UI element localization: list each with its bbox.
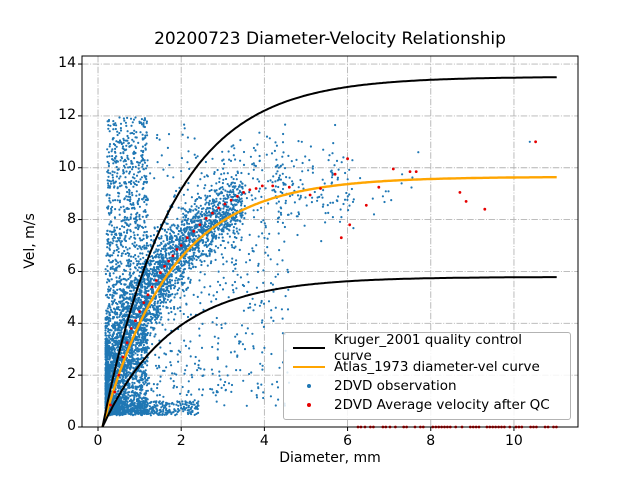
x-tick-label: 0 bbox=[93, 433, 103, 449]
y-tick-label: 8 bbox=[67, 210, 76, 227]
legend-dot-swatch bbox=[291, 383, 327, 388]
legend: Kruger_2001 quality control curve Atlas_1… bbox=[283, 332, 571, 420]
legend-entry: 2DVD observation bbox=[291, 376, 562, 395]
chart-title: 20200723 Diameter-Velocity Relationship bbox=[154, 29, 506, 49]
y-tick-label: 6 bbox=[67, 262, 76, 279]
legend-entry: Atlas_1973 diameter-vel curve bbox=[291, 357, 562, 376]
x-tick-label: 10 bbox=[505, 433, 523, 449]
y-tick-label: 14 bbox=[58, 55, 76, 72]
legend-entry: 2DVD Average velocity after QC bbox=[291, 395, 562, 414]
atlas-curve bbox=[101, 176, 557, 428]
legend-dot-swatch bbox=[291, 402, 327, 407]
y-tick-label: 12 bbox=[58, 106, 76, 123]
legend-entry-label: 2DVD observation bbox=[334, 377, 457, 394]
legend-line-swatch bbox=[291, 365, 327, 368]
y-tick-label: 4 bbox=[67, 314, 76, 331]
y-tick-label: 10 bbox=[58, 158, 76, 175]
legend-dot-sample bbox=[307, 383, 311, 388]
x-tick-label: 2 bbox=[176, 433, 186, 449]
legend-entry-label: Kruger_2001 quality control curve bbox=[334, 331, 523, 364]
legend-line-swatch bbox=[291, 346, 327, 349]
legend-entry: Kruger_2001 quality control curve bbox=[291, 332, 562, 364]
x-tick-label: 8 bbox=[426, 433, 436, 449]
y-tick-label: 0 bbox=[67, 418, 76, 434]
legend-line-sample bbox=[293, 365, 325, 368]
legend-entry-label: 2DVD Average velocity after QC bbox=[334, 396, 550, 413]
legend-dot-sample bbox=[307, 402, 311, 407]
plot-frame bbox=[81, 55, 579, 428]
legend-entry-label: Atlas_1973 diameter-vel curve bbox=[334, 358, 540, 375]
x-tick-label: 6 bbox=[343, 433, 353, 449]
y-tick-label: 2 bbox=[67, 366, 76, 383]
x-axis-label: Diameter, mm bbox=[279, 450, 381, 466]
axis-ticks bbox=[78, 63, 515, 431]
kruger-upper-curve bbox=[101, 76, 557, 428]
legend-line-sample bbox=[293, 346, 325, 349]
kruger-lower-curve bbox=[101, 276, 557, 428]
x-tick-label: 4 bbox=[259, 433, 269, 449]
